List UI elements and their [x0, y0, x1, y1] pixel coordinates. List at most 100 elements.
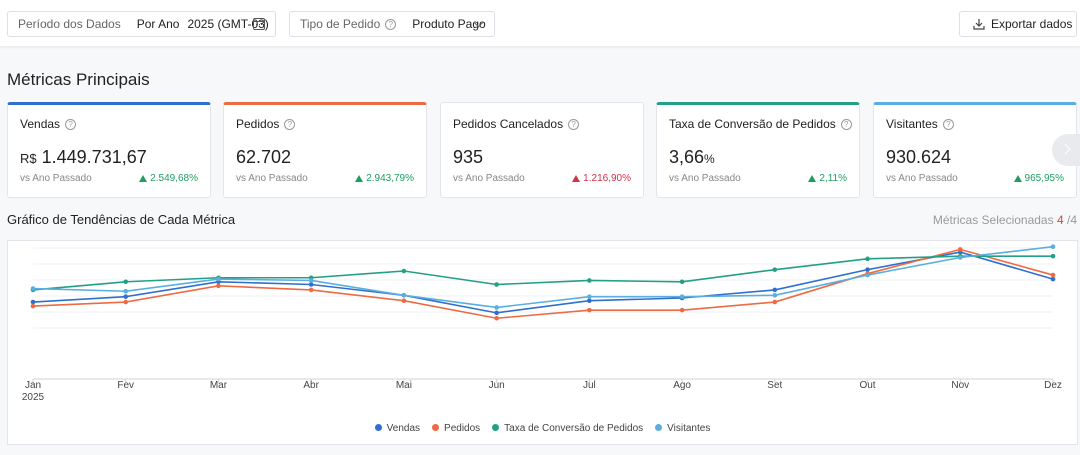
data-point — [679, 307, 685, 313]
chart-title: Gráfico de Tendências de Cada Métrica — [7, 212, 236, 227]
export-data-button[interactable]: Exportar dados — [959, 11, 1077, 37]
series-line — [32, 248, 1054, 320]
x-tick-label: Jan — [25, 380, 41, 391]
x-tick-label: Mai — [396, 380, 412, 391]
data-point — [401, 298, 407, 303]
data-point — [216, 283, 221, 289]
order-type-label: Tipo de Pedido — [300, 17, 381, 31]
trend-chart: Jan Fev Mar Abr Mai Jun Jul Ago Set Out Nov Dez 2025 — [22, 244, 1062, 403]
metric-name: Visitantes — [886, 117, 938, 131]
legend-item[interactable]: Vendas — [374, 423, 421, 434]
data-point — [30, 303, 36, 309]
x-tick-label: Dez — [1044, 380, 1062, 391]
metric-name: Taxa de Conversão de Pedidos — [669, 117, 836, 131]
calendar-icon[interactable] — [253, 18, 265, 30]
data-point — [865, 256, 870, 262]
legend-item[interactable]: Taxa de Conversão de Pedidos — [492, 423, 643, 434]
data-point — [123, 299, 129, 305]
arrow-up-icon — [139, 175, 148, 182]
legend-item[interactable]: Visitantes — [655, 423, 710, 434]
data-point — [401, 293, 407, 298]
metric-currency: R$ — [20, 151, 37, 166]
legend-dot-icon — [432, 424, 440, 431]
data-point — [123, 279, 129, 285]
data-point — [1050, 253, 1056, 259]
metrics-selected-label: Métricas Selecionadas — [932, 213, 1054, 227]
period-filter-label: Período dos Dados — [18, 17, 121, 31]
metric-suffix: % — [704, 152, 715, 166]
data-point — [1050, 244, 1056, 249]
data-point — [957, 255, 963, 260]
help-icon[interactable]: ? — [284, 119, 296, 131]
help-icon[interactable]: ? — [942, 119, 954, 131]
data-point — [494, 315, 499, 321]
data-point — [30, 299, 36, 305]
data-point — [123, 288, 129, 294]
data-point — [865, 267, 870, 272]
legend-item[interactable]: Pedidos — [432, 423, 480, 434]
help-icon[interactable]: ? — [840, 119, 852, 131]
data-point — [401, 268, 407, 274]
x-tick-label: Fev — [117, 380, 134, 391]
data-point — [587, 278, 592, 283]
data-point — [679, 294, 685, 299]
x-tick-label: Nov — [951, 380, 969, 391]
period-value[interactable]: 2025 (GMT-03) — [187, 17, 269, 31]
order-type-filter[interactable]: Tipo de Pedido ? Produto Pago — [289, 11, 495, 37]
metric-compare-label: vs Ano Passado — [886, 173, 958, 184]
download-icon — [973, 19, 985, 30]
data-point — [772, 287, 778, 293]
trend-chart-panel: Jan Fev Mar Abr Mai Jun Jul Ago Set Out Nov Dez 2025… — [7, 240, 1078, 445]
data-point — [1050, 276, 1056, 282]
metric-change: 2,11% — [808, 173, 847, 184]
metrics-selected-counter: Métricas Selecionadas 4 /4 — [933, 213, 1077, 227]
metrics-selected-count: 4 — [1056, 213, 1064, 227]
next-cards-button[interactable] — [1052, 134, 1080, 166]
x-tick-label: Ago — [673, 380, 691, 391]
data-point — [772, 293, 778, 298]
legend-label: Pedidos — [444, 423, 481, 434]
data-point — [679, 279, 685, 285]
data-point — [772, 267, 778, 272]
data-point — [308, 282, 314, 287]
arrow-up-icon — [572, 175, 581, 182]
metric-name: Vendas — [20, 117, 61, 131]
metric-compare-label: vs Ano Passado — [236, 173, 308, 184]
series-line — [32, 245, 1054, 309]
help-icon[interactable]: ? — [65, 119, 77, 131]
metric-card-vendas[interactable]: Vendas? R$ 1.449.731,67 vs Ano Passado 2… — [7, 102, 211, 198]
legend-dot-icon — [492, 424, 500, 431]
legend-label: Vendas — [386, 423, 421, 434]
data-point — [494, 282, 499, 287]
metric-change: 965,95% — [1013, 173, 1064, 184]
data-point — [587, 294, 592, 299]
help-icon[interactable]: ? — [568, 119, 580, 131]
period-filter[interactable]: Período dos Dados Por Ano 2025 (GMT-03) — [7, 11, 276, 37]
x-tick-label: Out — [859, 380, 875, 391]
data-point — [1050, 272, 1056, 278]
data-point — [30, 286, 36, 291]
legend-label: Visitantes — [667, 423, 711, 434]
metric-compare-label: vs Ano Passado — [453, 173, 525, 184]
chart-legend: Vendas Pedidos Taxa de Conversão de Pedido… — [8, 423, 1077, 434]
metric-card-pedidos[interactable]: Pedidos? 62.702 vs Ano Passado 2.943,79% — [223, 102, 427, 198]
metric-value: 935 — [453, 147, 484, 167]
metric-change: 2.549,68% — [139, 173, 198, 184]
section-title: Métricas Principais — [7, 70, 150, 89]
metric-card-visitantes[interactable]: Visitantes? 930.624 vs Ano Passado 965,9… — [873, 102, 1077, 198]
metric-card-taxa-conversao[interactable]: Taxa de Conversão de Pedidos? 3,66% vs A… — [656, 102, 860, 198]
data-point — [865, 272, 870, 278]
metric-card-pedidos-cancelados[interactable]: Pedidos Cancelados? 935 vs Ano Passado 1… — [440, 102, 644, 198]
metrics-selected-total: /4 — [1066, 213, 1077, 227]
metric-change: 1.216,90% — [572, 173, 631, 184]
help-icon[interactable]: ? — [385, 18, 397, 30]
top-filter-bar: Período dos Dados Por Ano 2025 (GMT-03) … — [0, 0, 1080, 46]
legend-dot-icon — [655, 424, 663, 431]
period-mode[interactable]: Por Ano — [136, 17, 180, 31]
data-point — [308, 287, 314, 293]
metric-compare-label: vs Ano Passado — [669, 173, 741, 184]
series-line — [32, 251, 1054, 314]
x-tick-label: Jun — [489, 380, 505, 391]
order-type-value[interactable]: Produto Pago — [412, 17, 486, 31]
metric-value: 62.702 — [236, 147, 292, 167]
